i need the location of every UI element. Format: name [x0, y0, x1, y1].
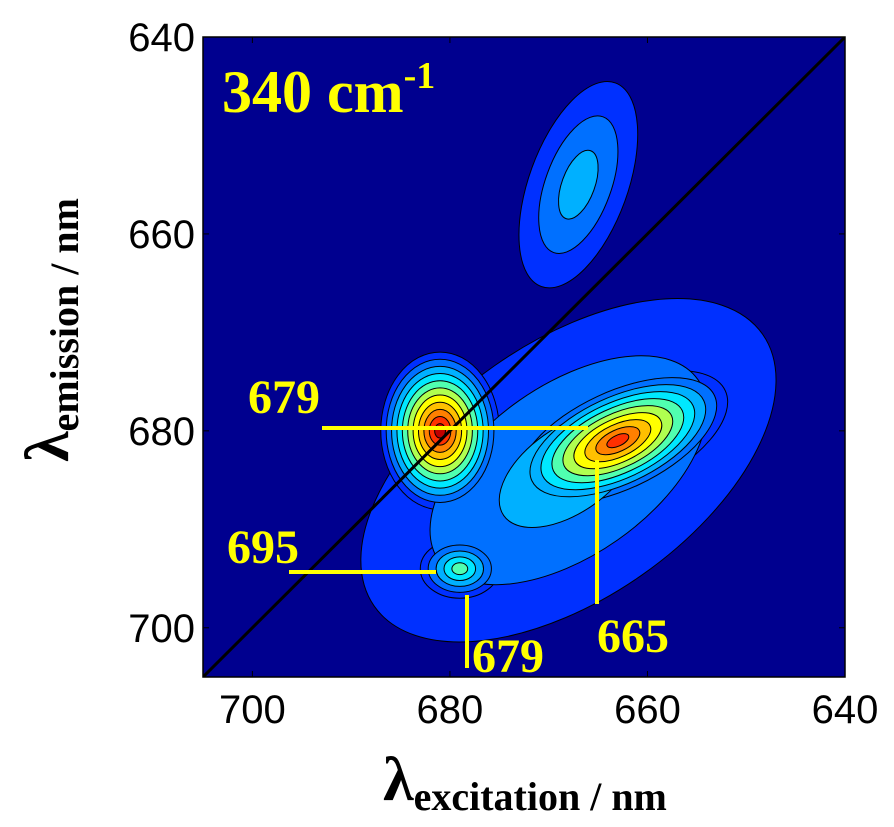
- y-tick-label: 640: [128, 16, 195, 60]
- y-label-main: λ: [14, 431, 82, 462]
- annotation: 695: [227, 521, 299, 574]
- y-tick-label: 680: [128, 410, 195, 454]
- annotation: 665: [597, 610, 669, 663]
- annotation: 679: [472, 630, 544, 683]
- x-label-sub: excitation / nm: [414, 774, 667, 819]
- x-tick-label: 640: [812, 688, 879, 732]
- y-tick-label: 700: [128, 607, 195, 651]
- guides: [289, 426, 599, 668]
- x-axis-label: λexcitation / nm: [383, 746, 667, 819]
- plot-frame: [202, 36, 846, 678]
- contour-level: [606, 433, 630, 449]
- chart-title: 340 cm-1: [222, 55, 435, 125]
- y-axis-label: λemission / nm: [14, 198, 87, 462]
- x-label-main: λ: [383, 746, 414, 814]
- x-tick-label: 700: [219, 688, 286, 732]
- title-sup: -1: [404, 55, 436, 97]
- x-tick-label: 680: [417, 688, 484, 732]
- x-tick-label: 660: [614, 688, 681, 732]
- contour-level: [558, 149, 599, 220]
- y-tick-label: 660: [128, 213, 195, 257]
- annotation: 679: [248, 371, 320, 424]
- title-text: 340 cm: [222, 59, 404, 125]
- y-label-sub: emission / nm: [42, 198, 87, 431]
- contour-level: [451, 562, 469, 576]
